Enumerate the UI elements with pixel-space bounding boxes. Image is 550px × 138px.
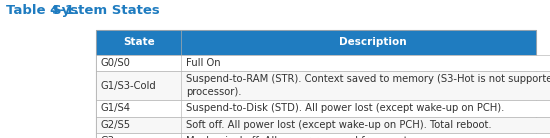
Text: G1/S3-Cold: G1/S3-Cold — [101, 81, 156, 91]
Text: G2/S5: G2/S5 — [101, 120, 131, 130]
Text: Suspend-to-Disk (STD). All power lost (except wake-up on PCH).: Suspend-to-Disk (STD). All power lost (e… — [186, 103, 504, 113]
Text: G0/S0: G0/S0 — [101, 58, 130, 68]
Text: System States: System States — [52, 4, 160, 17]
Text: Suspend-to-RAM (STR). Context saved to memory (S3-Hot is not supported by the
pr: Suspend-to-RAM (STR). Context saved to m… — [186, 74, 550, 97]
Text: Mechanical off. All power removed from system.: Mechanical off. All power removed from s… — [186, 136, 427, 138]
Text: Full On: Full On — [186, 58, 221, 68]
Text: State: State — [123, 37, 155, 47]
Text: Description: Description — [339, 37, 406, 47]
Text: Table 4-1.: Table 4-1. — [6, 4, 79, 17]
Text: G1/S4: G1/S4 — [101, 103, 131, 113]
Text: Soft off. All power lost (except wake-up on PCH). Total reboot.: Soft off. All power lost (except wake-up… — [186, 120, 492, 130]
Text: G3: G3 — [101, 136, 114, 138]
